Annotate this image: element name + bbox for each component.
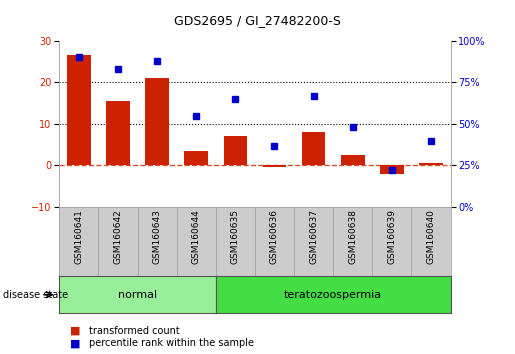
Text: GSM160642: GSM160642 xyxy=(113,209,123,264)
Text: GDS2695 / GI_27482200-S: GDS2695 / GI_27482200-S xyxy=(174,14,341,27)
Bar xyxy=(106,101,130,166)
Bar xyxy=(263,166,286,167)
Text: ■: ■ xyxy=(70,326,80,336)
Bar xyxy=(184,151,208,166)
Text: GSM160636: GSM160636 xyxy=(270,209,279,264)
Text: GSM160638: GSM160638 xyxy=(348,209,357,264)
Text: teratozoospermia: teratozoospermia xyxy=(284,290,382,300)
Text: GSM160644: GSM160644 xyxy=(192,209,201,264)
Text: GSM160640: GSM160640 xyxy=(426,209,436,264)
Bar xyxy=(67,55,91,166)
Text: GSM160639: GSM160639 xyxy=(387,209,397,264)
Text: GSM160641: GSM160641 xyxy=(74,209,83,264)
Bar xyxy=(145,78,169,166)
Bar xyxy=(419,164,443,166)
Bar xyxy=(341,155,365,166)
Bar xyxy=(302,132,325,166)
Bar xyxy=(380,166,404,174)
Text: GSM160643: GSM160643 xyxy=(152,209,162,264)
Text: normal: normal xyxy=(118,290,157,300)
Text: transformed count: transformed count xyxy=(89,326,180,336)
Text: GSM160637: GSM160637 xyxy=(309,209,318,264)
Text: disease state: disease state xyxy=(3,290,67,300)
Bar xyxy=(224,136,247,166)
Text: ■: ■ xyxy=(70,338,80,348)
Text: percentile rank within the sample: percentile rank within the sample xyxy=(89,338,254,348)
Text: GSM160635: GSM160635 xyxy=(231,209,240,264)
